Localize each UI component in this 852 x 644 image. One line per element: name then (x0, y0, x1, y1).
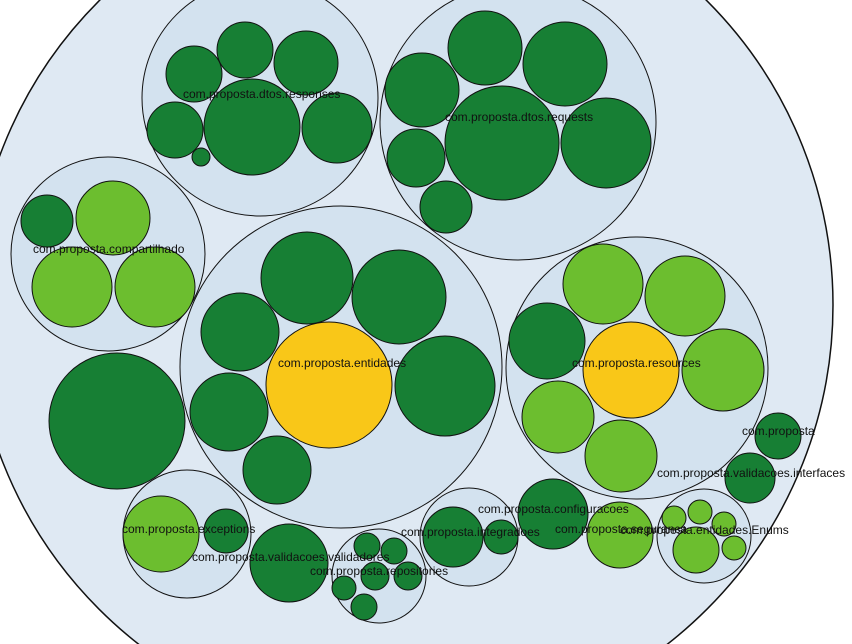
class-circle[interactable] (754, 412, 802, 460)
label-dtos-responses: com.proposta.dtos.responses (183, 87, 340, 101)
class-circle[interactable] (146, 101, 204, 159)
class-circle[interactable] (422, 506, 484, 568)
class-circle[interactable] (394, 335, 496, 437)
class-circle[interactable] (200, 292, 280, 372)
label-validacoes-interfaces: com.proposta.validacoes.interfaces (657, 466, 845, 480)
class-circle[interactable] (444, 85, 560, 201)
class-circle[interactable] (724, 452, 776, 504)
class-circle[interactable] (393, 561, 423, 591)
class-circle[interactable] (273, 30, 339, 96)
class-circle[interactable] (216, 21, 274, 79)
class-circle[interactable] (75, 180, 151, 256)
class-circle[interactable] (384, 52, 460, 128)
class-circle[interactable] (265, 321, 393, 449)
class-circle[interactable] (419, 180, 473, 234)
circles-layer (0, 0, 834, 644)
class-circle[interactable] (681, 328, 765, 412)
class-circle[interactable] (331, 575, 357, 601)
class-circle[interactable] (586, 501, 654, 569)
class-circle[interactable] (672, 526, 720, 574)
class-circle[interactable] (260, 231, 354, 325)
label-validacoes-validadores: com.proposta.validacoes.validadores (192, 550, 389, 564)
label-dtos-requests: com.proposta.dtos.requests (445, 110, 593, 124)
label-resources: com.proposta.resources (572, 356, 701, 370)
class-circle[interactable] (353, 532, 381, 560)
label-exceptions: com.proposta.exceptions (122, 522, 255, 536)
class-circle[interactable] (721, 535, 747, 561)
class-circle[interactable] (122, 495, 200, 573)
class-circle[interactable] (350, 593, 378, 621)
label-integradoes: com.proposta.integradoes (401, 525, 540, 539)
class-circle[interactable] (20, 194, 74, 248)
class-circle[interactable] (517, 478, 589, 550)
class-circle[interactable] (447, 10, 523, 86)
class-circle[interactable] (360, 561, 390, 591)
class-circle[interactable] (483, 519, 519, 555)
class-circle[interactable] (203, 78, 301, 176)
class-circle[interactable] (386, 128, 446, 188)
labels-layer: com.proposta.dtos.responses com.proposta… (33, 87, 845, 578)
class-circle[interactable] (249, 523, 329, 603)
label-entidades-enums: com.proposta.entidades.Enums (620, 523, 789, 537)
class-circle[interactable] (31, 246, 113, 328)
label-seguranca: com.proposta.seguranca (555, 522, 687, 536)
class-circle[interactable] (661, 505, 687, 531)
label-repositories: com.proposta.repositories (310, 564, 448, 578)
label-configuracoes: com.proposta.configuracoes (478, 502, 629, 516)
class-circle[interactable] (521, 380, 595, 454)
class-circle[interactable] (562, 243, 644, 325)
class-circle[interactable] (191, 147, 211, 167)
class-circle[interactable] (203, 508, 249, 554)
class-circle[interactable] (351, 249, 447, 345)
class-circle[interactable] (301, 92, 373, 164)
class-circle[interactable] (380, 537, 408, 565)
class-circle[interactable] (114, 246, 196, 328)
class-circle[interactable] (189, 372, 269, 452)
class-circle[interactable] (508, 302, 586, 380)
class-circle[interactable] (687, 499, 713, 525)
class-circle[interactable] (242, 435, 312, 505)
label-root-package: com.proposta (742, 424, 815, 438)
class-circle[interactable] (582, 321, 680, 419)
label-compartilhado: com.proposta.compartilhado (33, 242, 185, 256)
class-circle[interactable] (165, 45, 223, 103)
class-circle[interactable] (711, 511, 737, 537)
class-circle[interactable] (560, 97, 652, 189)
class-circle[interactable] (584, 419, 658, 493)
class-circle[interactable] (644, 255, 726, 337)
class-circle[interactable] (522, 21, 608, 107)
label-entidades: com.proposta.entidades (278, 356, 406, 370)
class-circle[interactable] (48, 352, 186, 490)
